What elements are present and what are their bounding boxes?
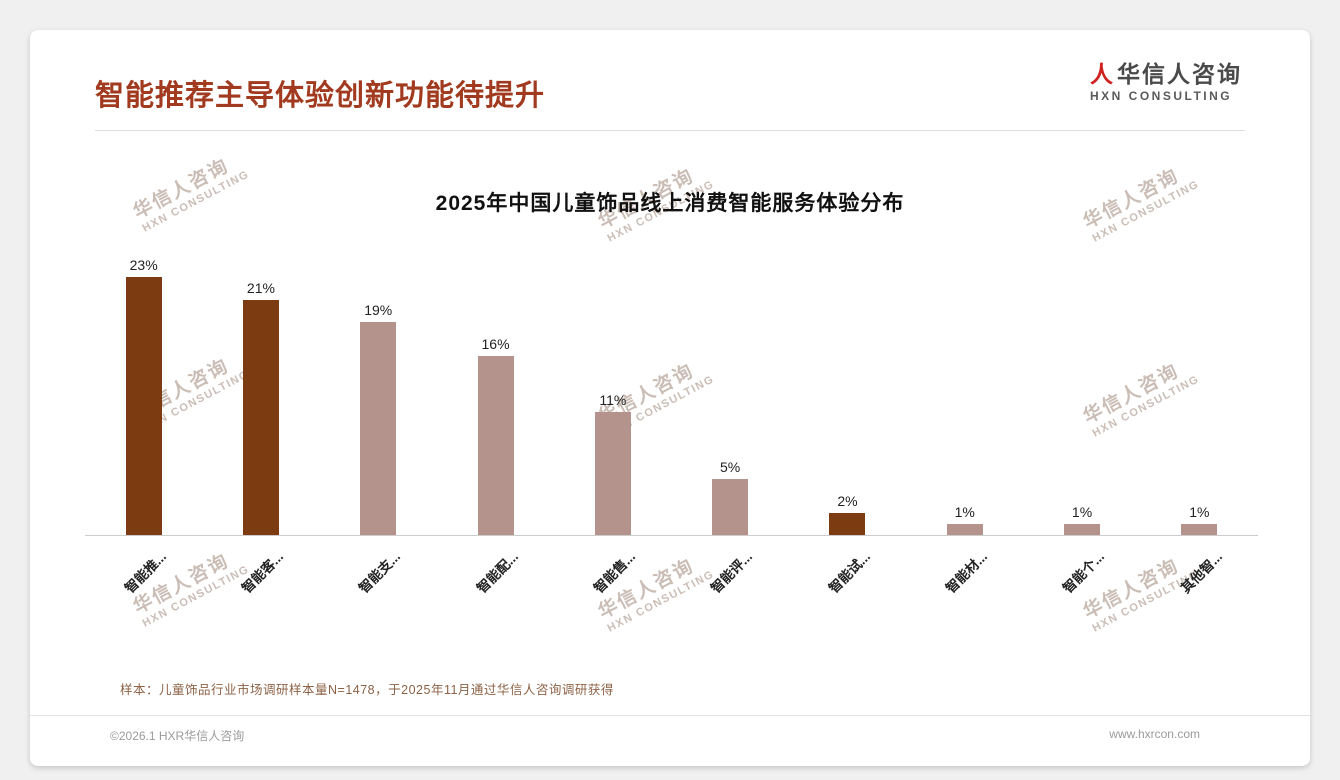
logo-mark-icon: 人 (1090, 61, 1115, 87)
x-axis-label-cell: 智能个... (1023, 536, 1140, 636)
bar-column: 16% (437, 235, 554, 535)
x-axis-label: 其他智... (1177, 548, 1225, 597)
bar-column: 21% (202, 235, 319, 535)
bar-value-label: 1% (1189, 503, 1210, 520)
footer-divider (30, 715, 1310, 716)
logo-cn-text: 华信人咨询 (1117, 61, 1242, 87)
sample-footnote: 样本：儿童饰品行业市场调研样本量N=1478，于2025年11月通过华信人咨询调… (120, 683, 614, 697)
footer-url: www.hxrcon.com (1109, 727, 1200, 741)
bar-value-label: 5% (720, 459, 741, 475)
x-axis-label: 智能个... (1060, 548, 1108, 597)
bar (829, 512, 866, 535)
bar-plot: 23% 21% 19% 16% 11% 5% 2% 1% 1% 1% (85, 235, 1258, 536)
bar (1181, 523, 1218, 535)
bar-column: 1% (906, 235, 1023, 535)
bar-value-label: 11% (599, 391, 627, 408)
bar-column: 19% (320, 235, 437, 535)
x-axis-label: 智能材... (942, 548, 991, 597)
bar-column: 1% (1023, 235, 1140, 535)
company-logo: 人华信人咨询 HXN CONSULTING (1090, 60, 1242, 104)
bar (360, 322, 397, 535)
bar (1064, 523, 1101, 535)
x-axis-label: 智能客... (239, 548, 287, 597)
bar-value-label: 23% (129, 257, 158, 274)
x-axis-label: 智能支... (356, 548, 404, 597)
x-axis-label-cell: 智能配... (437, 536, 554, 636)
bar-value-label: 16% (481, 335, 510, 352)
bar-column: 1% (1141, 235, 1258, 535)
x-axis-label: 智能试... (825, 548, 873, 597)
footer-copyright: ©2026.1 HXR华信人咨询 (110, 729, 245, 743)
bar-value-label: 1% (954, 503, 975, 520)
logo-en-text: HXN CONSULTING (1090, 88, 1233, 103)
x-axis-label-cell: 智能材... (906, 536, 1023, 636)
header-divider (95, 130, 1245, 131)
bar (242, 299, 279, 535)
bar-value-label: 19% (364, 302, 393, 319)
page-title: 智能推荐主导体验创新功能待提升 (95, 80, 546, 112)
bar-column: 5% (671, 235, 788, 535)
bar-column: 23% (85, 235, 202, 535)
bar (477, 355, 514, 535)
x-axis-label: 智能评... (708, 548, 756, 597)
x-axis-label: 智能售... (591, 548, 639, 597)
footer: ©2026.1 HXR华信人咨询 www.hxrcon.com (110, 727, 1200, 744)
bar (946, 523, 983, 535)
bar-value-label: 2% (837, 492, 858, 509)
x-axis-label-cell: 智能试... (789, 536, 906, 636)
x-axis-label: 智能配... (473, 548, 521, 597)
bar-value-label: 1% (1071, 503, 1093, 520)
logo-cn-line: 人华信人咨询 (1090, 60, 1242, 89)
x-axis-label: 智能推... (121, 548, 170, 597)
x-axis-label-cell: 智能推... (85, 536, 202, 636)
bar-value-label: 21% (246, 279, 275, 296)
x-axis-label-cell: 智能评... (671, 536, 788, 636)
chart-title: 2025年中国儿童饰品线上消费智能服务体验分布 (435, 192, 905, 215)
bar (125, 277, 162, 535)
bar (594, 411, 631, 535)
bar (712, 479, 749, 535)
x-axis-label-cell: 智能售... (554, 536, 671, 636)
header: 智能推荐主导体验创新功能待提升 人华信人咨询 HXN CONSULTING (30, 30, 1310, 114)
slide-card: 华信人咨询 HXN CONSULTING 华信人咨询 HXN CONSULTING 华信… (30, 30, 1310, 766)
bar-column: 11% (554, 235, 671, 535)
x-axis-label-cell: 智能支... (320, 536, 437, 636)
x-axis: 智能推... 智能客... 智能支... 智能配... 智能售... 智能评... 智能试.… (85, 536, 1258, 636)
bar-column: 2% (789, 235, 906, 535)
x-axis-label-cell: 其他智... (1141, 536, 1258, 636)
x-axis-label-cell: 智能客... (202, 536, 319, 636)
